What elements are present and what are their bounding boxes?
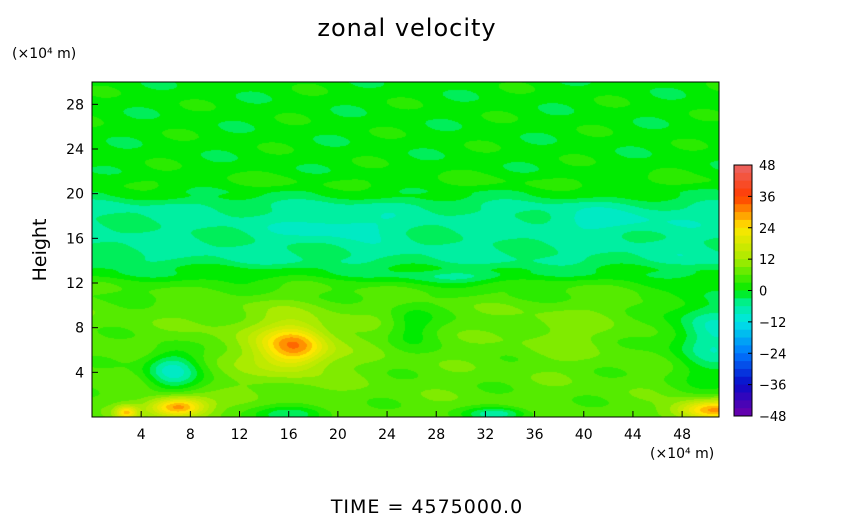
colorbar-swatch <box>734 227 752 237</box>
colorbar-tick-label: −12 <box>759 316 786 331</box>
colorbar-swatch <box>734 314 752 323</box>
colorbar-tick-label: 48 <box>759 159 776 174</box>
x-tick-label: 36 <box>526 427 544 443</box>
colorbar-swatch <box>734 172 752 182</box>
x-tick-label: 40 <box>575 427 593 443</box>
colorbar-swatch <box>734 243 752 252</box>
colorbar: 48 36 24 12 0 −12 −24 −36 −48 <box>733 159 786 425</box>
colorbar-swatch <box>734 345 752 354</box>
plot-frame <box>91 81 720 418</box>
colorbar-tick-label: −36 <box>759 379 786 394</box>
colorbar-swatch <box>734 306 752 315</box>
colorbar-swatch <box>734 196 752 205</box>
colorbar-swatch <box>734 282 752 291</box>
colorbar-swatch <box>734 368 752 378</box>
colorbar-swatch <box>734 235 752 244</box>
y-axis-unit-label: (×10⁴ m) <box>12 46 77 62</box>
y-tick-label: 8 <box>75 321 84 337</box>
colorbar-tick-label: 12 <box>759 253 776 268</box>
colorbar-swatch <box>734 321 752 331</box>
colorbar-tick-label: 36 <box>759 190 776 205</box>
y-tick-label: 12 <box>66 276 84 292</box>
x-tick-label: 32 <box>476 427 494 443</box>
colorbar-swatch <box>734 266 752 276</box>
y-axis-ticks: 4 8 12 16 20 24 28 <box>66 97 98 381</box>
colorbar-swatch <box>734 290 752 299</box>
colorbar-swatch <box>734 188 752 197</box>
colorbar-swatch <box>734 392 752 401</box>
colorbar-swatch <box>734 408 752 417</box>
colorbar-tick-label: 0 <box>759 285 767 300</box>
colorbar-swatch <box>734 329 752 339</box>
y-tick-label: 4 <box>75 365 84 381</box>
x-tick-label: 44 <box>624 427 642 443</box>
x-axis-ticks: 4 8 12 16 20 24 28 32 36 40 44 48 <box>137 411 691 443</box>
colorbar-swatch <box>734 180 752 190</box>
colorbar-swatch <box>734 400 752 409</box>
colorbar-swatch <box>734 204 752 213</box>
colorbar-swatch <box>734 337 752 346</box>
colorbar-swatch <box>734 376 752 386</box>
x-axis-unit-label: (×10⁴ m) <box>650 446 715 462</box>
y-tick-label: 24 <box>66 142 84 158</box>
contour-field-image <box>92 82 719 417</box>
time-readout: TIME = 4575000.0 <box>330 496 524 518</box>
x-tick-label: 24 <box>378 427 396 443</box>
colorbar-swatch <box>734 361 752 370</box>
x-tick-label: 16 <box>280 427 298 443</box>
x-tick-label: 48 <box>673 427 691 443</box>
chart-title: zonal velocity <box>317 14 497 42</box>
x-tick-label: 12 <box>231 427 249 443</box>
y-tick-label: 28 <box>66 97 84 113</box>
colorbar-swatch <box>734 353 752 362</box>
colorbar-tick-label: −48 <box>759 410 786 425</box>
y-tick-label: 16 <box>66 231 84 247</box>
colorbar-swatch <box>734 219 752 229</box>
x-tick-label: 28 <box>427 427 445 443</box>
x-tick-label: 8 <box>186 427 195 443</box>
colorbar-swatch <box>734 165 752 174</box>
colorbar-swatch <box>734 259 752 268</box>
colorbar-swatch <box>734 251 752 260</box>
colorbar-tick-label: 24 <box>759 222 776 237</box>
x-tick-label: 4 <box>137 427 146 443</box>
contour-field <box>92 82 719 417</box>
colorbar-swatch <box>734 274 752 284</box>
x-tick-label: 20 <box>329 427 347 443</box>
colorbar-swatch <box>734 384 752 393</box>
colorbar-swatch <box>734 298 752 307</box>
colorbar-tick-label: −24 <box>759 347 786 362</box>
y-tick-label: 20 <box>66 187 84 203</box>
colorbar-swatch <box>734 212 752 221</box>
